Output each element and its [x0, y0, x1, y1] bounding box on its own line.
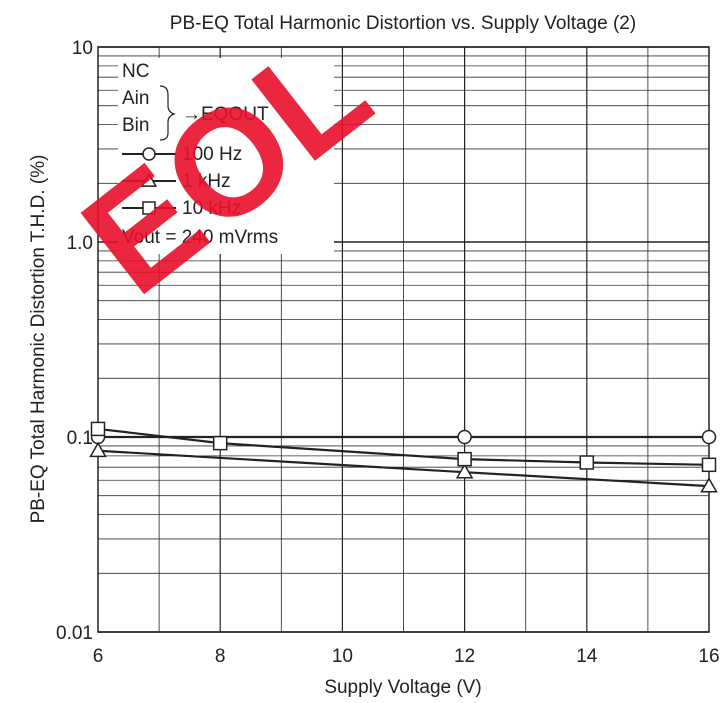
triangle-marker: [455, 463, 474, 479]
legend-series-entries: 100 Hz 1 kHz 10 kHz: [122, 144, 242, 219]
circle-marker: [457, 429, 472, 445]
square-marker: [90, 421, 106, 437]
legend-condition-output: →EQOUT: [182, 104, 269, 125]
y-axis-label: PB-EQ Total Harmonic Distortion T.H.D. (…: [28, 155, 49, 524]
legend-condition-vout: Vout = 240 mVrms: [122, 227, 278, 248]
square-marker: [579, 455, 595, 470]
legend: NC Ain Bin →EQOUT 100 Hz 1 kHz 10 kHz Vout…: [118, 58, 334, 254]
circle-marker: [142, 147, 156, 161]
y-tick-label: 0.1: [67, 428, 93, 449]
triangle-marker: [700, 477, 718, 493]
legend-condition-ain: Ain: [122, 88, 149, 109]
x-tick-label: 8: [215, 646, 226, 667]
chart-title: PB-EQ Total Harmonic Distortion vs. Supp…: [170, 13, 636, 34]
x-axis-label: Supply Voltage (V): [324, 677, 481, 698]
x-tick-label: 12: [454, 646, 475, 667]
y-tick-label: 0.01: [56, 623, 93, 644]
legend-entry-label: 100 Hz: [182, 144, 242, 165]
legend-condition-nc: NC: [122, 61, 149, 82]
square-marker: [457, 451, 472, 467]
y-tick-label: 1.0: [67, 233, 93, 254]
legend-entry-label: 10 kHz: [182, 198, 241, 219]
legend-entry-label: 1 kHz: [182, 171, 231, 192]
triangle-marker: [140, 172, 158, 187]
watermark-text: EOL: [52, 3, 398, 325]
brace-icon: [159, 85, 176, 141]
legend-condition-bin: Bin: [122, 115, 149, 136]
legend-entry-square: 10 kHz: [122, 198, 241, 219]
plot-frame: [97, 46, 710, 633]
y-tick-labels: 0.01 0.1 1.0 10: [56, 38, 93, 644]
square-marker: [701, 457, 717, 473]
square-marker: [142, 201, 156, 215]
x-tick-label: 10: [332, 646, 353, 667]
x-tick-label: 16: [698, 646, 719, 667]
square-marker: [212, 435, 228, 451]
y-tick-label: 10: [72, 38, 93, 59]
series-layer: [89, 421, 718, 493]
circle-marker: [701, 429, 717, 445]
series-square: [90, 421, 717, 473]
triangle-marker: [89, 441, 107, 458]
series-triangle: [89, 441, 718, 493]
legend-entry-triangle: 1 kHz: [122, 171, 231, 192]
legend-entry-circle: 100 Hz: [122, 144, 242, 165]
x-tick-label: 6: [93, 646, 104, 667]
x-tick-label: 14: [576, 646, 598, 667]
x-tick-labels: 6 8 10 12 14 16: [93, 646, 720, 667]
